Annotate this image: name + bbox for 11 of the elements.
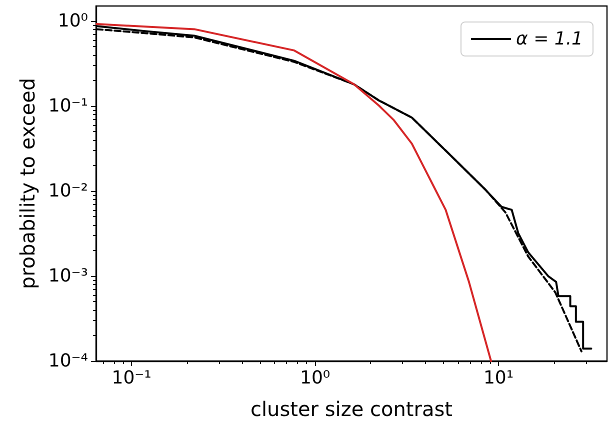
x-tick-label: 10⁰ <box>300 368 330 388</box>
y-tick-label: 10⁻² <box>48 180 88 202</box>
y-tick-label: 10⁻¹ <box>48 95 88 116</box>
y-axis-title: probability to exceed <box>15 78 40 290</box>
x-tick-label: 10¹ <box>483 368 514 388</box>
x-axis-title: cluster size contrast <box>250 397 453 421</box>
x-tick-label: 10⁻¹ <box>112 368 152 388</box>
y-tick-label: 10⁰ <box>58 10 88 32</box>
legend-label: α = 1.1 <box>516 28 584 50</box>
y-tick-label: 10⁻⁴ <box>48 350 88 372</box>
y-tick-label: 10⁻³ <box>48 265 88 286</box>
